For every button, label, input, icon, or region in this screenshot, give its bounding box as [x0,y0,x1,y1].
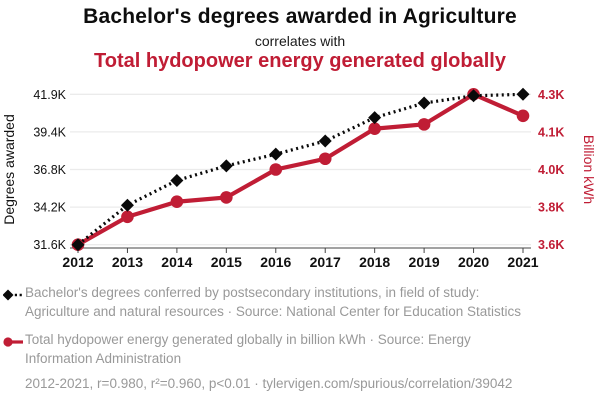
svg-text:3.6K: 3.6K [538,238,564,252]
gridlines [70,93,531,246]
series-degrees [71,87,530,252]
svg-text:4.1K: 4.1K [538,125,564,139]
svg-text:2018: 2018 [359,254,390,270]
svg-text:4.3K: 4.3K [538,88,564,102]
right-axis-title: Billion kWh [581,135,597,204]
svg-text:3.8K: 3.8K [538,201,564,215]
x-axis: 2012 2013 2014 2015 2016 2017 2018 2019 2020 2021 [62,247,539,270]
left-axis-title: Degrees awarded [1,114,17,225]
stats-footer: 2012-2021, r=0.980, r²=0.960, p<0.01 · t… [25,376,513,391]
svg-text:41.9K: 41.9K [33,88,66,102]
svg-text:39.4K: 39.4K [33,125,66,139]
chart-legend: Bachelor's degrees conferred by postseco… [2,283,588,377]
right-axis: 3.6K 3.8K 4.0K 4.1K 4.3K Billion kWh [538,88,597,252]
chart-title: Bachelor's degrees awarded in Agricultur… [83,5,517,28]
chart-plot: 2012 2013 2014 2015 2016 2017 2018 2019 2020 2021… [1,87,597,270]
legend-entry-degrees: Bachelor's degrees conferred by postseco… [2,283,588,321]
svg-text:4.0K: 4.0K [538,163,564,177]
svg-text:34.2K: 34.2K [33,201,66,215]
chart-connector-text: correlates with [254,33,346,49]
svg-text:2021: 2021 [507,254,538,270]
solid-circle-series-icon [3,330,25,353]
chart-subtitle: Total hydopower energy generated globall… [94,50,506,72]
svg-text:31.6K: 31.6K [33,238,66,252]
svg-text:2015: 2015 [211,254,242,270]
svg-text:2016: 2016 [260,254,291,270]
legend-entry-hydropower-label: Total hydopower energy generated globall… [25,332,471,366]
svg-text:2014: 2014 [161,254,192,270]
dashed-diamond-series-icon [2,283,25,306]
left-axis: 31.6K 34.2K 36.8K 39.4K 41.9K Degrees awarded [1,88,67,252]
svg-text:36.8K: 36.8K [33,163,66,177]
svg-text:2019: 2019 [409,254,440,270]
legend-entry-degrees-label: Bachelor's degrees conferred by postseco… [25,285,521,319]
legend-entry-hydropower: Total hydopower energy generated globall… [3,330,588,368]
svg-text:2012: 2012 [62,254,93,270]
svg-text:2017: 2017 [310,254,341,270]
svg-text:2013: 2013 [112,254,143,270]
svg-text:2020: 2020 [458,254,489,270]
